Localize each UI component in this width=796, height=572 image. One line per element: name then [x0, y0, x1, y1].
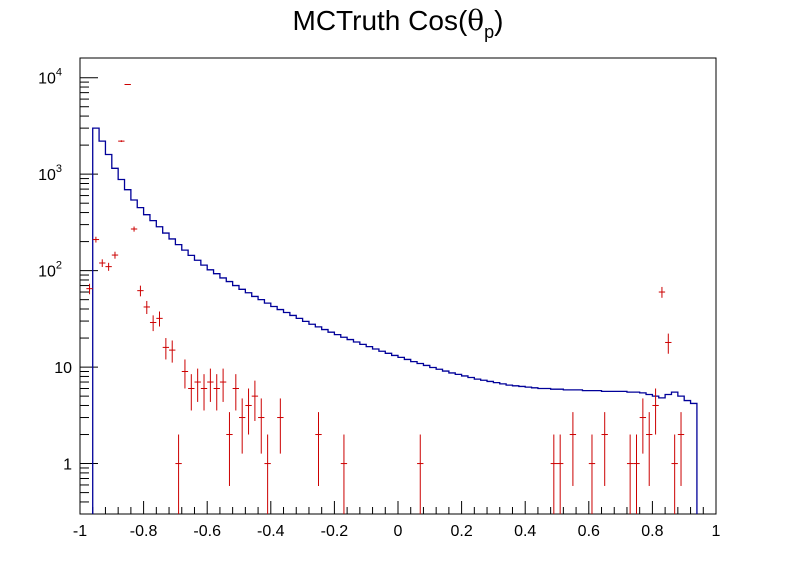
x-tick-label: 0: [394, 523, 403, 540]
data-point: [251, 380, 259, 421]
chart-title-subscript: p: [484, 22, 494, 42]
data-point: [239, 398, 246, 454]
data-point: [118, 140, 125, 143]
x-tick-label: 0.2: [450, 523, 472, 540]
data-point: [200, 374, 208, 411]
data-point: [633, 434, 640, 514]
data-point: [194, 368, 201, 402]
data-point: [677, 412, 685, 486]
data-point: [550, 434, 557, 514]
data-point: [626, 434, 634, 514]
data-point: [175, 434, 182, 514]
data-point: [137, 285, 144, 297]
data-point: [658, 286, 666, 298]
data-point: [340, 434, 348, 514]
plot-frame: [79, 57, 717, 515]
y-tick-label: 10: [54, 360, 72, 377]
data-point: [188, 374, 195, 411]
data-point: [181, 359, 189, 389]
data-point: [99, 259, 106, 267]
data-point: [417, 434, 424, 514]
data-point: [92, 236, 100, 243]
chart-title: MCTruth Cos(θp): [293, 4, 504, 42]
data-point: [639, 398, 647, 454]
data-point: [557, 434, 564, 514]
data-point: [213, 374, 220, 411]
x-tick-label: 0.8: [641, 523, 663, 540]
data-point: [111, 251, 119, 259]
x-tick-label: -0.6: [193, 523, 221, 540]
chart-title-close: ): [494, 5, 503, 36]
data-point: [130, 226, 138, 232]
data-point: [315, 412, 322, 486]
x-tick-label: 0.6: [578, 523, 600, 540]
data-point: [601, 412, 608, 486]
data-point: [207, 368, 214, 402]
data-point: [162, 338, 170, 360]
data-point: [149, 315, 157, 332]
data-point: [219, 368, 227, 402]
data-point: [105, 262, 112, 271]
x-tick-label: -0.8: [130, 523, 158, 540]
data-point: [258, 398, 265, 454]
y-tick-label: 104: [38, 67, 62, 88]
data-point: [245, 388, 252, 435]
data-point: [169, 340, 176, 363]
data-point: [671, 434, 678, 514]
x-tick-label: 0.4: [514, 523, 536, 540]
x-tick-label: -1: [73, 523, 87, 540]
data-point: [226, 412, 233, 486]
data-point: [232, 374, 239, 411]
x-tick-label: -0.4: [257, 523, 285, 540]
y-tick-label: 103: [38, 163, 62, 184]
chart-title-text: MCTruth Cos(: [293, 5, 468, 36]
data-point: [86, 283, 93, 295]
chart-title-symbol: θ: [467, 4, 484, 37]
histogram-line: [92, 127, 698, 514]
data-point: [652, 388, 659, 435]
data-point: [124, 83, 131, 85]
y-tick-label: 1: [63, 457, 72, 474]
data-point: [569, 412, 577, 486]
x-tick-label: 1: [712, 523, 721, 540]
data-point: [156, 311, 163, 327]
data-point: [588, 434, 596, 514]
y-tick-label: 102: [38, 260, 62, 281]
data-point: [143, 300, 150, 314]
data-point: [665, 333, 672, 354]
data-point: [277, 398, 284, 454]
data-point: [264, 434, 271, 514]
data-point: [646, 412, 653, 486]
x-tick-label: -0.2: [321, 523, 349, 540]
